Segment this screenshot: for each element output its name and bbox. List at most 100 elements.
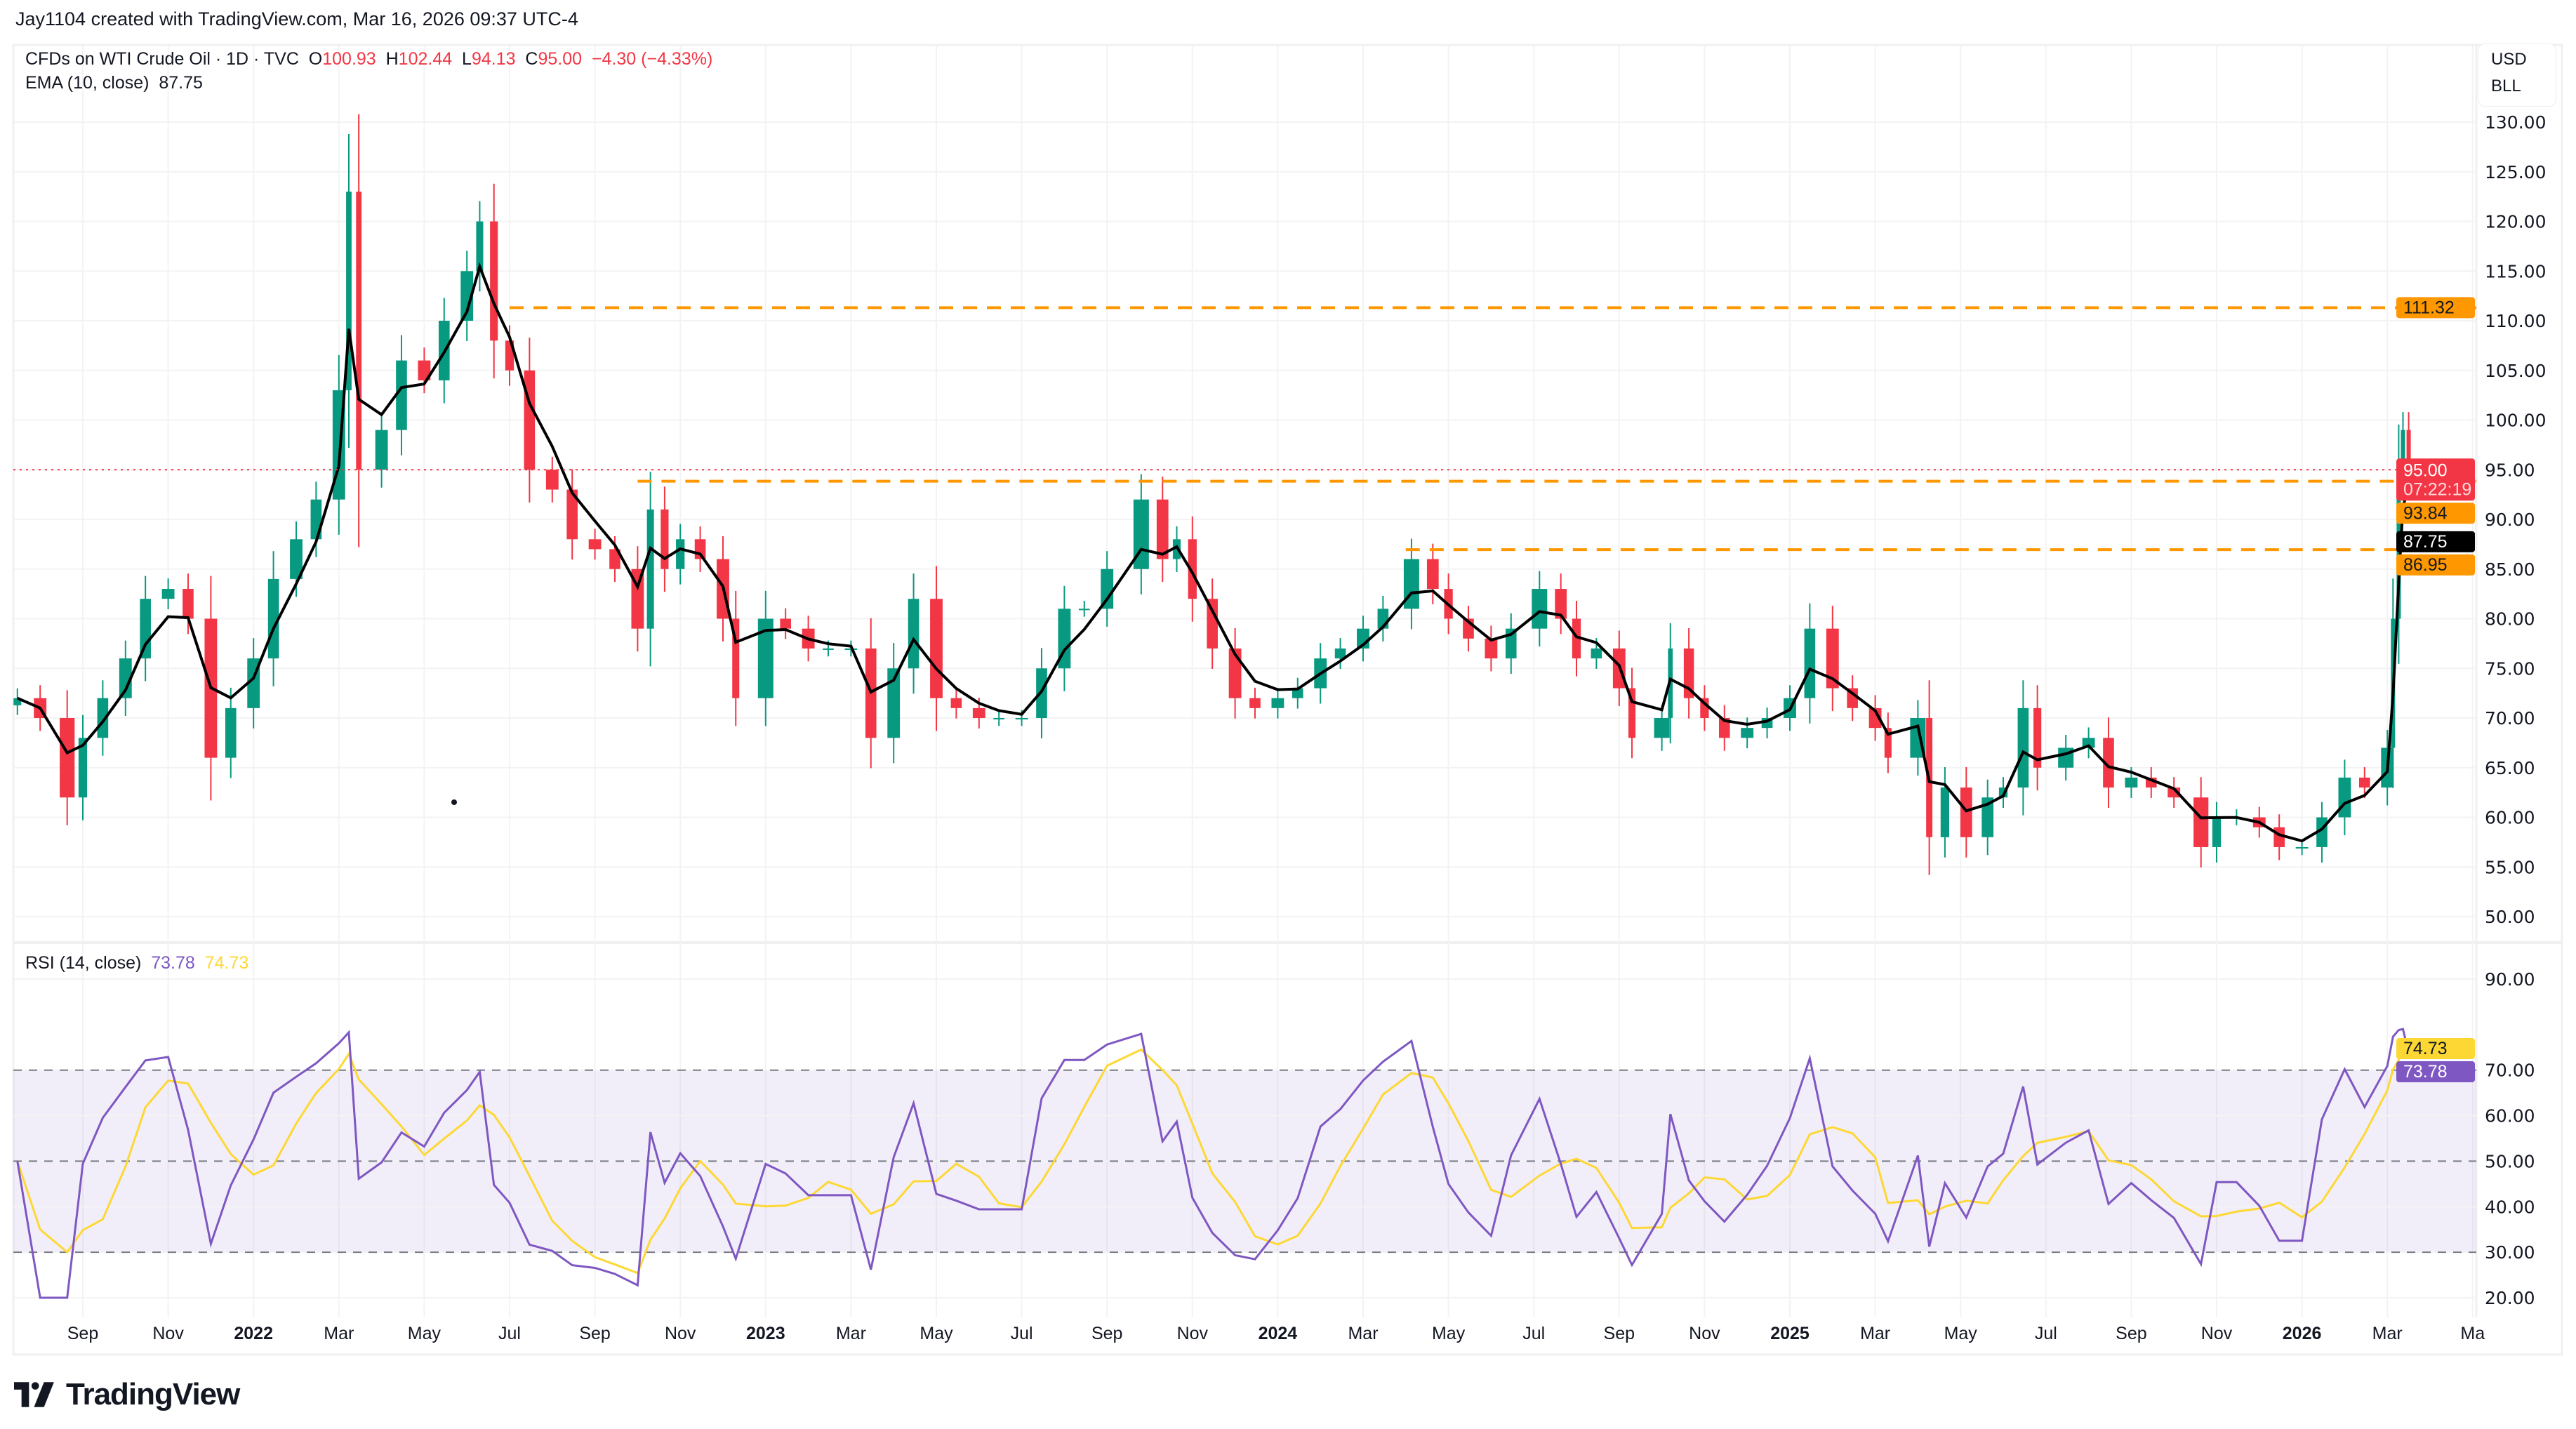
x-tick-label: 2024 bbox=[1259, 1324, 1298, 1343]
candle-body bbox=[2338, 777, 2351, 818]
candle-body bbox=[490, 221, 498, 341]
close-value: 95.00 bbox=[538, 49, 583, 69]
x-tick-label: Sep bbox=[67, 1324, 98, 1343]
symbol-name[interactable]: CFDs on WTI Crude Oil · 1D · TVC bbox=[25, 49, 299, 69]
x-tick-label: Mar bbox=[2372, 1324, 2403, 1343]
x-tick-label: Sep bbox=[1604, 1324, 1635, 1343]
x-tick-label: Mar bbox=[836, 1324, 866, 1343]
tradingview-logo-icon bbox=[14, 1382, 54, 1407]
price-tick-label: 115.00 bbox=[2485, 261, 2546, 281]
candle-body bbox=[887, 668, 901, 738]
last-price-label-bg bbox=[2396, 458, 2475, 501]
rsi-price-label-bg bbox=[2396, 1061, 2475, 1083]
candle-body bbox=[823, 648, 834, 650]
candle-body bbox=[1271, 698, 1284, 708]
candle-body bbox=[609, 549, 620, 569]
candle-body bbox=[476, 221, 484, 272]
candle-body bbox=[1591, 648, 1602, 659]
candle-body bbox=[460, 271, 474, 321]
rsi-tick-label: 60.00 bbox=[2485, 1106, 2535, 1126]
candle-body bbox=[588, 539, 602, 550]
candle-body bbox=[1741, 728, 1754, 738]
last-price-label: 95.00 bbox=[2403, 460, 2448, 480]
level-label-111-bg bbox=[2396, 297, 2475, 319]
high-label: H bbox=[385, 49, 399, 69]
x-tick-label: 2022 bbox=[234, 1324, 273, 1343]
x-tick-label: 2023 bbox=[746, 1324, 785, 1343]
candle-body bbox=[1188, 539, 1197, 599]
candle-body bbox=[2295, 846, 2309, 849]
rsi-tick-label: 70.00 bbox=[2485, 1061, 2535, 1081]
tradingview-logo[interactable]: TradingView bbox=[14, 1377, 240, 1412]
x-tick-label: Mar bbox=[1860, 1324, 1890, 1343]
x-tick-label: Nov bbox=[1177, 1324, 1209, 1343]
candle-body bbox=[950, 698, 962, 708]
x-tick-label: Nov bbox=[1689, 1324, 1720, 1343]
candle-body bbox=[2125, 777, 2138, 788]
marker-dot bbox=[451, 799, 457, 805]
price-tick-label: 80.00 bbox=[2485, 609, 2535, 630]
candle-body bbox=[1940, 787, 1950, 837]
price-tick-label: 125.00 bbox=[2485, 162, 2546, 182]
candle-body bbox=[1292, 688, 1303, 698]
candle-body bbox=[60, 718, 75, 798]
ema-value: 87.75 bbox=[159, 73, 203, 93]
price-tick-label: 75.00 bbox=[2485, 658, 2535, 679]
level-label-86: 86.95 bbox=[2403, 555, 2448, 575]
rsi-tick-label: 30.00 bbox=[2485, 1242, 2535, 1263]
candle-body bbox=[732, 618, 740, 698]
x-tick-label: Jul bbox=[1011, 1324, 1033, 1343]
x-tick-label: Mar bbox=[1348, 1324, 1378, 1343]
candle-body bbox=[2358, 777, 2370, 788]
candle-body bbox=[1334, 648, 1346, 659]
rsi-tick-label: 50.00 bbox=[2485, 1151, 2535, 1171]
price-tick-label: 130.00 bbox=[2485, 112, 2546, 133]
x-tick-label: Sep bbox=[2116, 1324, 2146, 1343]
candle-body bbox=[2103, 738, 2114, 788]
candle-body bbox=[1654, 718, 1670, 738]
x-tick-label: 2026 bbox=[2283, 1324, 2322, 1343]
candle-body bbox=[1572, 618, 1581, 659]
candle-body bbox=[1156, 499, 1169, 559]
candle-body bbox=[1015, 718, 1028, 719]
high-value: 102.44 bbox=[398, 49, 453, 69]
x-tick-label: 2025 bbox=[1770, 1324, 1810, 1343]
rsi-legend[interactable]: RSI (14, close) 73.78 74.73 bbox=[25, 953, 248, 973]
candle-body bbox=[1078, 609, 1090, 611]
change-value: −4.30 (−4.33%) bbox=[591, 49, 713, 69]
ema-legend[interactable]: EMA (10, close) 87.75 bbox=[25, 73, 203, 93]
open-label: O bbox=[308, 49, 323, 69]
open-value: 100.93 bbox=[322, 49, 376, 69]
x-tick-label: Sep bbox=[1091, 1324, 1122, 1343]
candle-body bbox=[1249, 698, 1261, 708]
currency-label: USD bbox=[2491, 50, 2527, 69]
candle-body bbox=[930, 599, 943, 698]
x-tick-label: Nov bbox=[2201, 1324, 2233, 1343]
price-tick-label: 100.00 bbox=[2485, 411, 2546, 431]
candle-body bbox=[1101, 569, 1114, 609]
candle-body bbox=[545, 470, 559, 490]
candle-body bbox=[1981, 797, 1994, 837]
candle-body bbox=[1683, 648, 1694, 698]
candle-body bbox=[356, 192, 362, 470]
candle-body bbox=[2082, 738, 2095, 748]
candle-body bbox=[346, 192, 352, 391]
candle-body bbox=[2212, 817, 2222, 847]
currency-unit-selector[interactable]: USD BLL bbox=[2478, 44, 2556, 107]
candle-body bbox=[1555, 589, 1567, 619]
x-tick-label: May bbox=[408, 1324, 441, 1343]
rsi-tick-label: 20.00 bbox=[2485, 1288, 2535, 1308]
ema-label: EMA (10, close) bbox=[25, 73, 150, 93]
level-label-111: 111.32 bbox=[2403, 298, 2455, 317]
candle-body bbox=[1485, 638, 1498, 659]
level-label-93-bg bbox=[2396, 503, 2475, 524]
candle-body bbox=[908, 599, 919, 669]
price-tick-label: 55.00 bbox=[2485, 857, 2535, 877]
level-label-93: 93.84 bbox=[2403, 503, 2448, 523]
candle-body bbox=[140, 599, 151, 659]
candle-body bbox=[972, 707, 985, 718]
candle-body bbox=[97, 698, 109, 738]
logo-text: TradingView bbox=[66, 1377, 240, 1411]
ema-price-label-bg bbox=[2396, 531, 2475, 552]
